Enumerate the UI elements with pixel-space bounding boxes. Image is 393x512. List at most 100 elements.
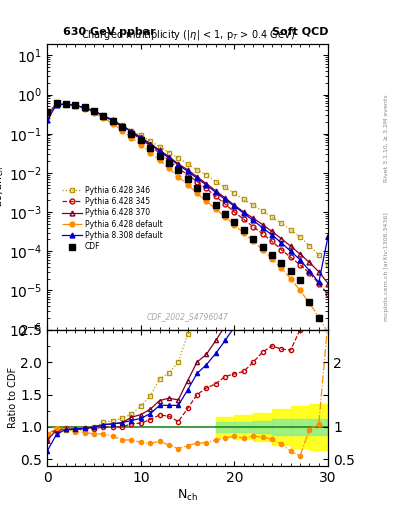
Pythia 6.428 345 (232, 209, 237, 215)
CDF (223, 211, 228, 217)
Pythia 6.428 370 (101, 113, 106, 119)
Pythia 6.428 default (260, 247, 265, 253)
Pythia 6.428 default (45, 112, 50, 118)
Pythia 8.308 default (73, 102, 78, 109)
Pythia 6.428 346 (73, 102, 78, 109)
CDF (270, 252, 274, 258)
Pythia 6.428 346 (110, 116, 115, 122)
CDF (241, 227, 246, 233)
Text: Soft QCD: Soft QCD (272, 27, 328, 37)
Pythia 6.428 default (279, 265, 284, 271)
Pythia 6.428 370 (288, 243, 293, 249)
Pythia 6.428 346 (213, 179, 218, 185)
Pythia 8.308 default (148, 141, 152, 147)
Pythia 6.428 346 (64, 101, 68, 108)
CDF (64, 101, 68, 107)
Pythia 6.428 default (176, 174, 181, 180)
Pythia 6.428 default (138, 142, 143, 148)
Pythia 6.428 346 (251, 202, 255, 208)
Pythia 6.428 default (110, 121, 115, 127)
CDF (176, 167, 181, 173)
Pythia 8.308 default (129, 129, 134, 135)
Pythia 6.428 default (241, 230, 246, 236)
Pythia 6.428 345 (120, 124, 125, 130)
Pythia 6.428 345 (157, 150, 162, 156)
Pythia 8.308 default (298, 257, 303, 263)
Title: Charged multiplicity ($|\eta|$ < 1, p$_T$ > 0.4 GeV): Charged multiplicity ($|\eta|$ < 1, p$_T… (81, 29, 295, 42)
Pythia 6.428 370 (204, 181, 209, 187)
Pythia 6.428 346 (279, 220, 284, 226)
Pythia 6.428 346 (129, 127, 134, 134)
Pythia 6.428 default (251, 238, 255, 244)
Pythia 8.308 default (45, 117, 50, 123)
Pythia 6.428 default (148, 150, 152, 156)
Pythia 6.428 346 (260, 208, 265, 215)
Pythia 6.428 345 (129, 130, 134, 136)
Pythia 8.308 default (213, 189, 218, 196)
CDF (167, 160, 171, 166)
Pythia 6.428 346 (316, 252, 321, 258)
Pythia 6.428 370 (176, 161, 181, 167)
Pythia 8.308 default (101, 113, 106, 119)
Pythia 6.428 345 (54, 100, 59, 106)
Pythia 8.308 default (185, 168, 190, 175)
Pythia 8.308 default (326, 232, 331, 239)
Pythia 8.308 default (120, 123, 125, 129)
Pythia 6.428 370 (167, 154, 171, 160)
Pythia 8.308 default (316, 280, 321, 286)
Pythia 6.428 345 (176, 165, 181, 172)
Pythia 6.428 345 (195, 179, 199, 185)
Pythia 6.428 370 (260, 222, 265, 228)
Pythia 6.428 346 (288, 227, 293, 233)
CDF (251, 236, 255, 242)
Pythia 6.428 370 (110, 117, 115, 123)
Pythia 8.308 default (167, 155, 171, 161)
CDF (129, 131, 134, 137)
Pythia 6.428 370 (223, 195, 228, 201)
Pythia 6.428 345 (92, 109, 96, 115)
Line: Pythia 6.428 345: Pythia 6.428 345 (45, 101, 331, 296)
Pythia 6.428 346 (223, 184, 228, 190)
Pythia 6.428 346 (204, 172, 209, 178)
CDF (185, 176, 190, 182)
Pythia 6.428 345 (307, 270, 312, 276)
Pythia 8.308 default (92, 108, 96, 114)
Pythia 8.308 default (204, 182, 209, 188)
Pythia 6.428 default (270, 255, 274, 262)
Pythia 6.428 346 (54, 101, 59, 107)
X-axis label: N$_{\rm ch}$: N$_{\rm ch}$ (177, 487, 198, 503)
Pythia 6.428 346 (157, 143, 162, 150)
Pythia 6.428 345 (45, 112, 50, 118)
Pythia 6.428 370 (232, 202, 237, 208)
Pythia 6.428 345 (270, 238, 274, 244)
CDF (213, 202, 218, 208)
Line: Pythia 6.428 default: Pythia 6.428 default (45, 100, 331, 336)
Pythia 8.308 default (195, 175, 199, 181)
Line: Pythia 6.428 370: Pythia 6.428 370 (45, 101, 331, 286)
CDF (204, 194, 209, 200)
Pythia 6.428 default (185, 182, 190, 188)
Pythia 6.428 default (298, 287, 303, 293)
Pythia 6.428 370 (45, 113, 50, 119)
Pythia 6.428 346 (148, 138, 152, 144)
Pythia 6.428 345 (213, 194, 218, 200)
Pythia 6.428 346 (326, 262, 331, 268)
Pythia 6.428 370 (73, 102, 78, 109)
Line: Pythia 6.428 346: Pythia 6.428 346 (45, 101, 331, 267)
Pythia 6.428 346 (176, 155, 181, 161)
Pythia 8.308 default (288, 248, 293, 254)
CDF (316, 315, 321, 321)
Pythia 6.428 346 (45, 113, 50, 119)
Pythia 6.428 345 (73, 102, 78, 109)
CDF (307, 299, 312, 305)
Line: Pythia 8.308 default: Pythia 8.308 default (45, 102, 331, 285)
CDF (45, 109, 50, 115)
Pythia 8.308 default (82, 104, 87, 111)
Pythia 6.428 default (82, 106, 87, 112)
Pythia 6.428 default (101, 115, 106, 121)
Pythia 6.428 370 (316, 269, 321, 275)
CDF (82, 104, 87, 111)
Pythia 6.428 default (326, 330, 331, 336)
Pythia 6.428 346 (101, 112, 106, 118)
Pythia 6.428 370 (54, 100, 59, 106)
